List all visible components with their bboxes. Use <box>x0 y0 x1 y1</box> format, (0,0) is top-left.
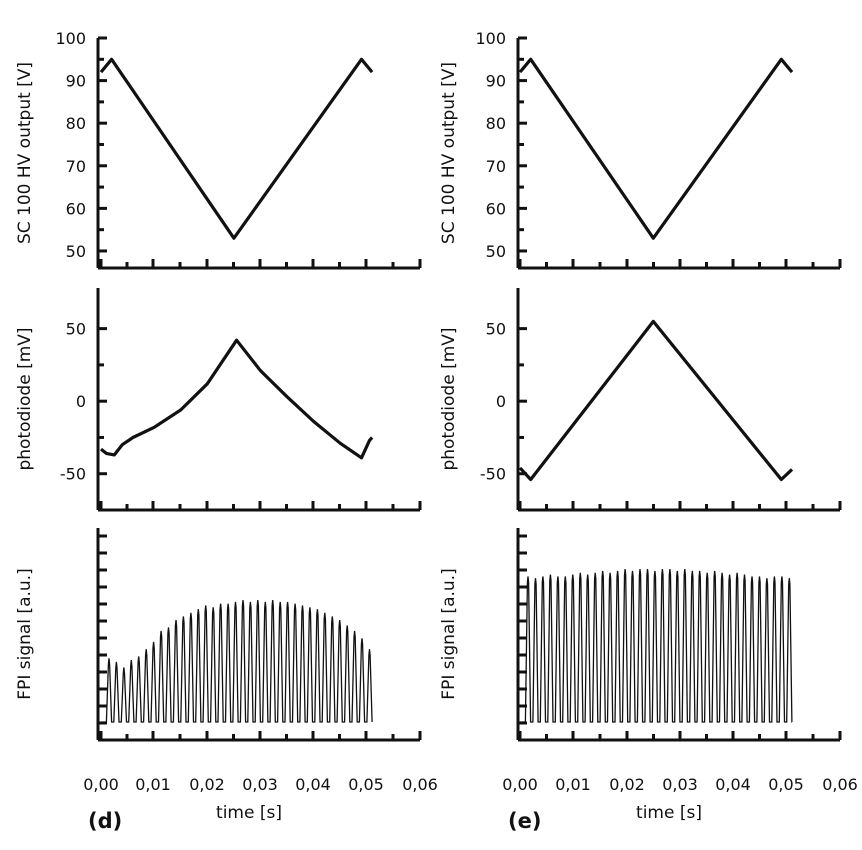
panel-d: 50 60 70 80 90 100 SC 100 HV output [V] -50 0 50 p… <box>15 29 438 833</box>
fpi-signal-trace <box>101 600 373 723</box>
x-tick-label: 0,03 <box>242 775 278 794</box>
x-tick-label: 0,00 <box>83 775 119 794</box>
x-tick-label: 0,01 <box>555 775 591 794</box>
x-tick-label: 0,03 <box>662 775 698 794</box>
pd-y-tick-label: 50 <box>66 320 86 339</box>
x-tick-label: 0,02 <box>609 775 645 794</box>
pd-series-line <box>518 319 794 482</box>
pd-y-tick-label: 0 <box>76 392 86 411</box>
x-axis-title: time [s] <box>636 803 702 823</box>
hv-y-tick-label: 100 <box>55 29 86 48</box>
panel-e: 50 60 70 80 90 100 SC 100 HV output [V] -50 0 50 p… <box>439 29 858 833</box>
x-tick-label: 0,01 <box>135 775 171 794</box>
pd-y-tick-label: 0 <box>496 392 506 411</box>
x-tick-label: 0,02 <box>189 775 225 794</box>
fpi-y-axis-title: FPI signal [a.u.] <box>15 568 35 699</box>
pd-series-line <box>99 338 374 460</box>
x-tick-label: 0,04 <box>715 775 751 794</box>
pd-y-tick-label: 50 <box>486 320 506 339</box>
panel-label: (d) <box>88 809 122 833</box>
hv-y-tick-label: 60 <box>486 199 506 218</box>
hv-y-axis-title: SC 100 HV output [V] <box>15 62 35 244</box>
hv-series-line <box>99 57 374 240</box>
pd-y-axis-title: photodiode [mV] <box>439 327 459 470</box>
x-tick-label: 0,04 <box>295 775 331 794</box>
pd-y-axis-title: photodiode [mV] <box>15 327 35 470</box>
hv-y-tick-label: 60 <box>66 199 86 218</box>
hv-y-tick-label: 50 <box>66 242 86 261</box>
hv-y-tick-label: 70 <box>486 157 506 176</box>
hv-y-tick-label: 50 <box>486 242 506 261</box>
hv-y-tick-label: 100 <box>475 29 506 48</box>
x-tick-label: 0,00 <box>502 775 538 794</box>
x-tick-label: 0,06 <box>822 775 858 794</box>
x-axis-title: time [s] <box>216 803 282 823</box>
x-tick-label: 0,06 <box>402 775 438 794</box>
hv-y-tick-label: 70 <box>66 157 86 176</box>
x-tick-label: 0,05 <box>768 775 804 794</box>
panel-label: (e) <box>508 809 541 833</box>
hv-y-tick-label: 90 <box>486 72 506 91</box>
hv-y-tick-label: 80 <box>486 114 506 133</box>
hv-y-axis-title: SC 100 HV output [V] <box>439 62 459 244</box>
hv-series-line <box>518 57 794 240</box>
fpi-signal-trace <box>520 569 793 723</box>
pd-y-tick-label: -50 <box>60 465 86 484</box>
pd-y-tick-label: -50 <box>480 465 506 484</box>
fpi-y-axis-title: FPI signal [a.u.] <box>439 568 459 699</box>
hv-y-tick-label: 90 <box>66 72 86 91</box>
hv-y-tick-label: 80 <box>66 114 86 133</box>
x-tick-label: 0,05 <box>348 775 384 794</box>
